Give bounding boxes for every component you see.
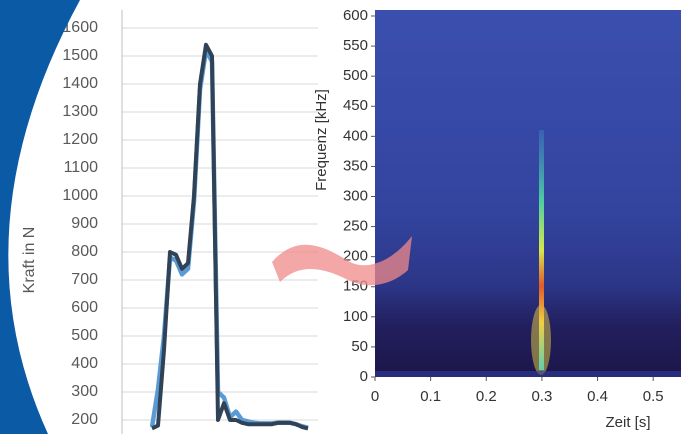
y-tick-label: 300: [71, 383, 98, 400]
x-tick-label: 0: [371, 388, 379, 405]
y-axis-title: Frequenz [kHz]: [313, 89, 330, 191]
y-tick-label: 1600: [62, 19, 98, 36]
y-tick-label: 1300: [62, 103, 98, 120]
x-axis-title: Zeit [s]: [605, 414, 650, 431]
spectrogram-chart: Frequenz [kHz] Zeit [s] 0501001502002503…: [313, 7, 681, 431]
y-tick-label: 700: [71, 271, 98, 288]
burst: [539, 130, 544, 370]
y-tick-label: 1500: [62, 47, 98, 64]
y-tick-label: 550: [343, 37, 368, 54]
y-tick-label: 1000: [62, 187, 98, 204]
y-tick-label: 800: [71, 243, 98, 260]
y-tick-label: 500: [343, 67, 368, 84]
y-tick-label: 50: [351, 338, 368, 355]
y-tick-label: 200: [71, 411, 98, 428]
y-tick-label: 1400: [62, 75, 98, 92]
x-tick-label: 0.1: [420, 388, 441, 405]
arrow: [272, 236, 412, 286]
x-tick-label: 0.4: [587, 388, 608, 405]
y-tick-label: 1100: [64, 159, 99, 176]
line: [151, 42, 309, 431]
y-tick-label: 600: [343, 7, 368, 24]
y-tick-label: 300: [343, 187, 368, 204]
x-tick-label: 0.3: [531, 388, 552, 405]
y-tick-label: 600: [71, 299, 98, 316]
y-tick-label: 1200: [62, 131, 98, 148]
x-tick-label: 0.2: [476, 388, 497, 405]
y-tick-label: 900: [71, 215, 98, 232]
y-tick-label: 400: [71, 355, 98, 372]
y-tick-label: 400: [343, 127, 368, 144]
y-tick-label: 450: [343, 97, 368, 114]
y-axis-title: Kraft in N: [21, 227, 38, 294]
y-tick-label: 100: [343, 308, 368, 325]
y-tick-label: 500: [71, 327, 98, 344]
y-tick-label: 250: [343, 218, 368, 235]
baseline-noise: [375, 371, 681, 377]
decor-shape: [0, 0, 80, 434]
force-chart: Kraft in N 200 300 400 500 600 700 800 900 1000 1…: [21, 10, 318, 434]
y-tick-label: 200: [343, 248, 368, 265]
x-tick-label: 0.5: [643, 388, 664, 405]
y-tick-label: 0: [360, 368, 368, 385]
line: [149, 48, 309, 430]
y-tick-label: 350: [343, 157, 368, 174]
spectrogram-image: [375, 10, 681, 377]
